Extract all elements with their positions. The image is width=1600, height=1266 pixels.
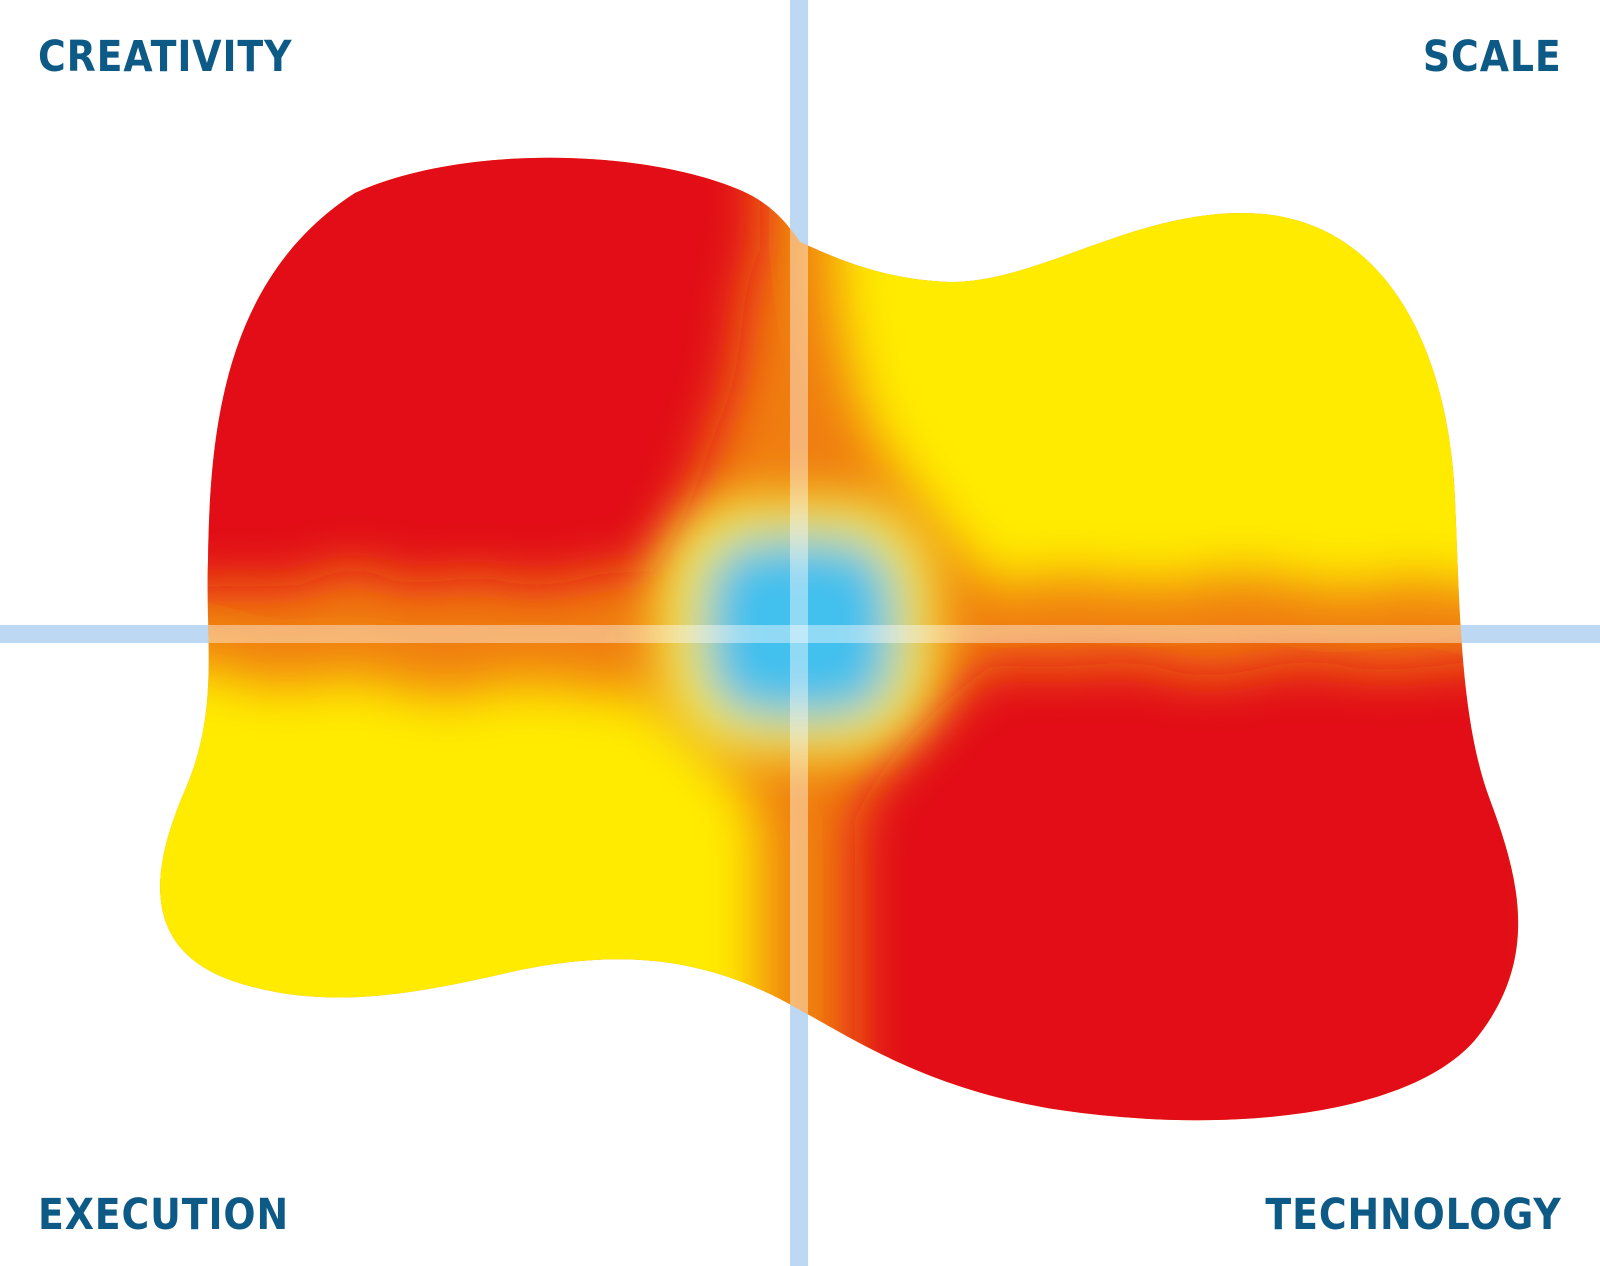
horizontal-axis-overlay [160,625,1519,643]
vertical-axis-overlay [790,157,808,1121]
yellow-region-top-right [835,157,1519,596]
quadrant-label-execution: EXECUTION [38,1190,290,1240]
quadrant-label-scale: SCALE [1423,32,1562,82]
yellow-region-bottom-left [160,658,760,1100]
center-region [705,538,895,718]
red-region-bottom-right [855,659,1519,1121]
red-region-top-left [160,157,760,590]
quadrant-label-creativity: CREATIVITY [38,32,293,82]
quadrant-label-technology: TECHNOLOGY [1265,1190,1562,1240]
